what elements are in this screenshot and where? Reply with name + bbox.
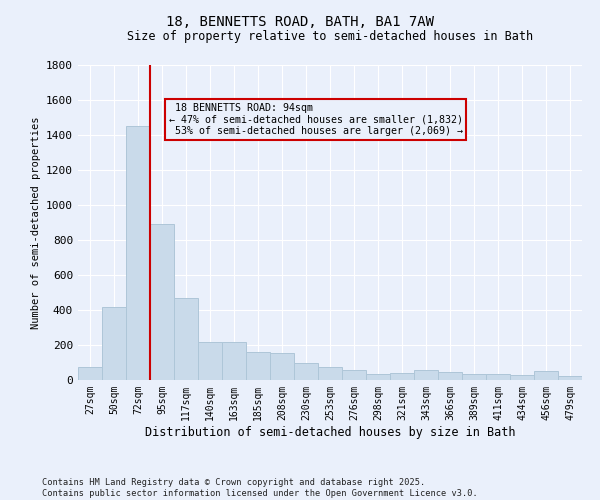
Y-axis label: Number of semi-detached properties: Number of semi-detached properties (31, 116, 41, 329)
Bar (366, 374, 390, 380)
Bar (342, 370, 366, 380)
Bar (126, 126, 150, 380)
Bar (198, 342, 222, 380)
Bar (246, 352, 270, 380)
X-axis label: Distribution of semi-detached houses by size in Bath: Distribution of semi-detached houses by … (145, 426, 515, 438)
Bar (270, 353, 294, 380)
Bar (534, 371, 558, 380)
Bar (558, 376, 582, 380)
Text: 18 BENNETTS ROAD: 94sqm
← 47% of semi-detached houses are smaller (1,832)
 53% o: 18 BENNETTS ROAD: 94sqm ← 47% of semi-de… (169, 103, 463, 136)
Bar (174, 298, 198, 380)
Bar (294, 364, 318, 380)
Bar (222, 342, 246, 380)
Bar (414, 370, 438, 380)
Bar (510, 375, 534, 380)
Bar (318, 367, 342, 380)
Bar (486, 374, 510, 380)
Bar (438, 372, 462, 380)
Bar (390, 373, 414, 380)
Bar (462, 374, 486, 380)
Text: 18, BENNETTS ROAD, BATH, BA1 7AW: 18, BENNETTS ROAD, BATH, BA1 7AW (166, 15, 434, 29)
Bar (150, 224, 174, 380)
Bar (102, 308, 126, 380)
Text: Contains HM Land Registry data © Crown copyright and database right 2025.
Contai: Contains HM Land Registry data © Crown c… (42, 478, 478, 498)
Title: Size of property relative to semi-detached houses in Bath: Size of property relative to semi-detach… (127, 30, 533, 43)
Bar (78, 367, 102, 380)
